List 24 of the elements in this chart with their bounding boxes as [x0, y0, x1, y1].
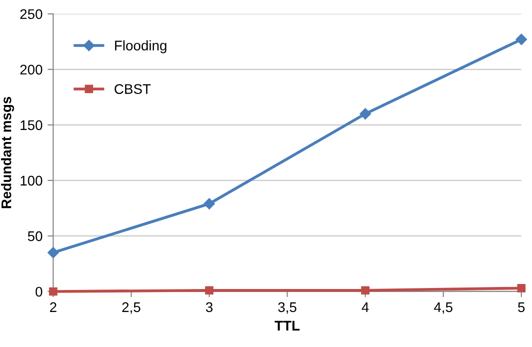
x-tick-label: 5	[518, 302, 525, 312]
y-tick-label: 250	[20, 9, 42, 20]
x-tick-label: 2	[50, 302, 56, 312]
point	[516, 34, 527, 46]
x-tick-label: 3,5	[278, 302, 296, 314]
point	[205, 286, 214, 295]
y-axis-title: Redundant msgs	[1, 96, 14, 208]
x-tick-label: 4	[362, 302, 369, 312]
x-tick-label: 3	[206, 302, 213, 312]
y-tick-label: 200	[20, 64, 42, 75]
x-tick-label: 2,5	[122, 302, 140, 314]
y-tick-label: 0	[36, 286, 42, 297]
legend-label: CBST	[114, 84, 151, 94]
y-tick-label: 50	[28, 231, 42, 242]
point	[360, 108, 371, 120]
y-tick-label: 150	[20, 120, 42, 130]
x-tick-label: 4,5	[434, 302, 452, 314]
point	[361, 286, 370, 295]
legend-label: Flooding	[115, 40, 166, 54]
point	[48, 247, 59, 258]
point	[204, 198, 215, 210]
x-axis-title: TTL	[274, 320, 300, 330]
y-tick-label: 100	[20, 176, 42, 186]
point	[517, 284, 526, 292]
